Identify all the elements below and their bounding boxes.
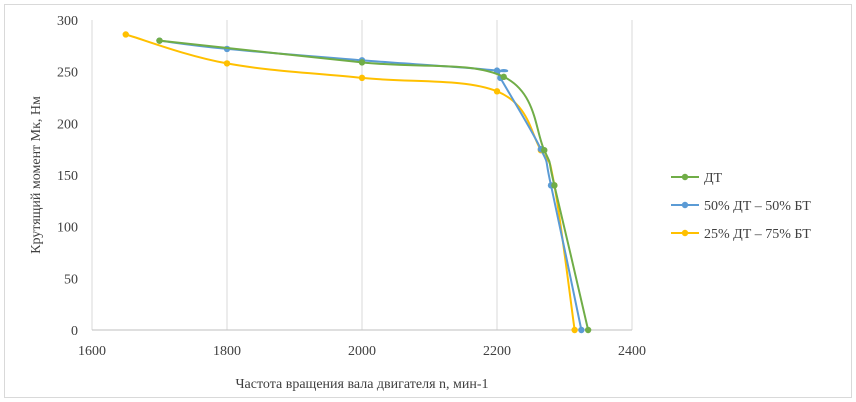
series-2 xyxy=(122,31,578,334)
data-point xyxy=(156,37,163,44)
data-point xyxy=(551,182,558,189)
series-0 xyxy=(156,37,592,334)
series-line-0 xyxy=(159,39,590,331)
series-line-1 xyxy=(159,39,583,331)
data-point xyxy=(541,147,548,154)
legend: ДТ 50% ДТ – 50% БТ 25% ДТ – 75% БТ xyxy=(671,171,811,242)
legend-swatch-marker xyxy=(681,201,689,209)
x-axis-title: Частота вращения вала двигателя n, мин-1 xyxy=(235,377,488,392)
x-tick-label: 1800 xyxy=(213,344,241,359)
data-point xyxy=(358,59,366,66)
data-point xyxy=(584,326,592,334)
x-tick-label: 2000 xyxy=(348,344,376,359)
y-tick-label: 300 xyxy=(57,14,78,29)
y-tick-label: 150 xyxy=(57,169,78,184)
data-point xyxy=(223,60,231,67)
x-tick-label: 1600 xyxy=(78,344,106,359)
legend-swatch-marker xyxy=(681,229,689,237)
y-tick-label: 0 xyxy=(71,324,78,339)
x-tick-label: 2400 xyxy=(618,344,646,359)
legend-item-1: 50% ДТ – 50% БТ xyxy=(671,199,811,214)
legend-swatch-marker xyxy=(681,173,689,181)
data-point xyxy=(571,326,578,334)
data-point xyxy=(500,73,507,81)
x-axis-ticks: 1600 1800 2000 2200 2400 xyxy=(78,344,646,359)
data-point xyxy=(358,74,366,82)
chart-frame xyxy=(4,4,852,398)
y-tick-label: 50 xyxy=(64,272,78,287)
legend-item-0: ДТ xyxy=(671,171,723,186)
x-tick-label: 2200 xyxy=(483,344,511,359)
data-point xyxy=(122,31,129,38)
grid-lines xyxy=(91,20,633,330)
y-tick-label: 200 xyxy=(57,117,78,132)
series-1 xyxy=(156,37,585,334)
legend-label: 25% ДТ – 75% БТ xyxy=(704,227,811,242)
data-point xyxy=(578,326,585,334)
y-axis-title: Крутящий момент Мк, Нм xyxy=(29,96,44,254)
data-point xyxy=(493,88,501,95)
legend-label: 50% ДТ – 50% БТ xyxy=(704,199,811,214)
y-tick-label: 250 xyxy=(57,66,78,81)
data-point xyxy=(493,67,501,74)
y-tick-label: 100 xyxy=(57,221,78,236)
series-group xyxy=(122,31,592,334)
legend-item-2: 25% ДТ – 75% БТ xyxy=(671,227,811,242)
legend-label: ДТ xyxy=(704,171,723,186)
y-axis-ticks: 0 50 100 150 200 250 300 xyxy=(57,14,78,339)
